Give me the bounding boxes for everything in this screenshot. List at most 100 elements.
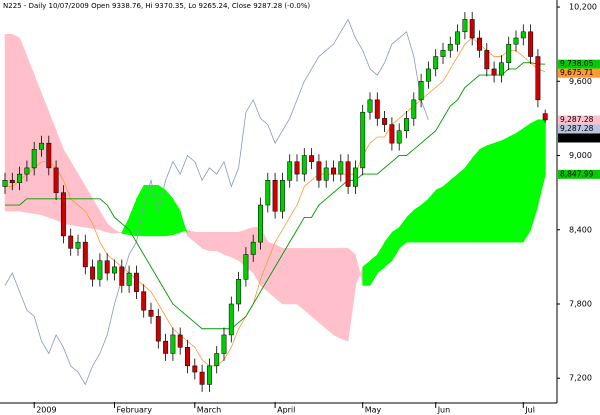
price-label: 9,738.05 [560,59,594,68]
cloud-segment [12,33,21,212]
candle-body [170,334,176,354]
price-label: 9,675.71 [560,68,594,77]
candle-body [250,241,256,255]
cloud-segment [493,140,502,243]
candle-body [301,155,307,175]
cloud-segment [457,167,466,243]
cloud-segment [33,75,43,216]
candle-body [24,167,30,175]
candle-body [199,371,205,385]
candle-body [272,180,278,212]
candle-body [455,31,461,45]
candle-body [112,266,117,274]
cloud-segment [289,248,298,305]
candle-body [185,347,190,367]
candle-body [462,19,468,33]
candle-body [9,180,15,183]
cloud-segment [362,260,371,286]
y-tick-label: 7,200 [569,374,592,383]
candle-body [31,149,37,169]
candle-body [236,279,242,305]
candle-body [133,272,139,292]
price-label-box [558,133,600,143]
x-tick-label: 2009 [36,406,56,415]
y-tick-label: 10,200 [569,3,597,12]
indicator-line [5,37,546,367]
candle-body [90,266,96,280]
candle-body [148,309,154,317]
indicator-line [4,18,429,386]
cloud-segment [413,204,422,243]
candle-body [323,167,329,181]
price-label-box [558,115,600,125]
candle-body [104,260,110,274]
cloud-segment [420,198,429,243]
candle-body [520,31,526,39]
indicator-line [5,62,546,330]
candle-body [528,31,534,57]
cloud-segment [26,56,35,214]
candle-body [374,99,380,119]
cloud-segment [333,248,342,340]
cloud-segment [92,197,101,231]
candle-body [279,180,285,212]
cloud-segment [508,132,517,243]
cloud-segment [304,248,313,317]
cloud-segment [501,136,510,243]
candle-body [206,365,212,385]
price-label: 9,287.28 [560,124,594,133]
candle-body [316,161,322,181]
y-tick-label: 8,400 [569,225,592,234]
candle-body [126,272,132,286]
candle-body [294,161,300,175]
candle-body [163,340,169,354]
candle-body [97,260,103,280]
y-tick-label: 7,800 [569,300,592,309]
candle-body [404,118,409,132]
candle-body [53,167,59,193]
x-tick-label: May [365,406,382,415]
x-tick-label: Jul [524,406,535,415]
cloud-segment [318,248,327,330]
cloud-segment [296,248,305,311]
cloud-segment [464,157,473,243]
candle-body [258,204,263,243]
price-label-box [558,59,600,69]
candle-body [447,43,453,51]
candle-body [506,43,512,63]
candle-body [418,81,424,101]
candle-body [338,161,344,175]
candle-body [82,241,88,268]
cloud-segment [150,184,159,237]
candle-body [221,334,227,354]
candle-body [498,62,504,76]
x-tick-label: April [277,406,295,415]
price-label: 8,847.99 [560,169,594,178]
candle-body [243,254,249,280]
candle-body [535,56,541,101]
candle-body [396,130,402,144]
x-tick-label: February [117,406,153,415]
cloud-segment [471,148,481,243]
candle-body [177,334,183,348]
candle-body [214,353,220,367]
candle-body [309,155,315,162]
candle-body [477,37,482,51]
candle-body [352,167,358,187]
cloud-segment [201,231,210,252]
cloud-segment [347,247,356,342]
candle-body [331,167,336,175]
cloud-segment [340,248,349,342]
candle-body [513,37,519,45]
cloud-segment [450,173,459,243]
y-tick-label: 9,600 [569,77,592,86]
candle-body [192,365,198,373]
cloud-segment [41,93,50,218]
candle-body [155,316,161,342]
cloud-segment [435,186,444,243]
candle-body [228,303,234,336]
candle-body [39,142,44,150]
cloud-segment [523,122,532,244]
candle-body [345,161,351,187]
candle-body [440,50,446,57]
